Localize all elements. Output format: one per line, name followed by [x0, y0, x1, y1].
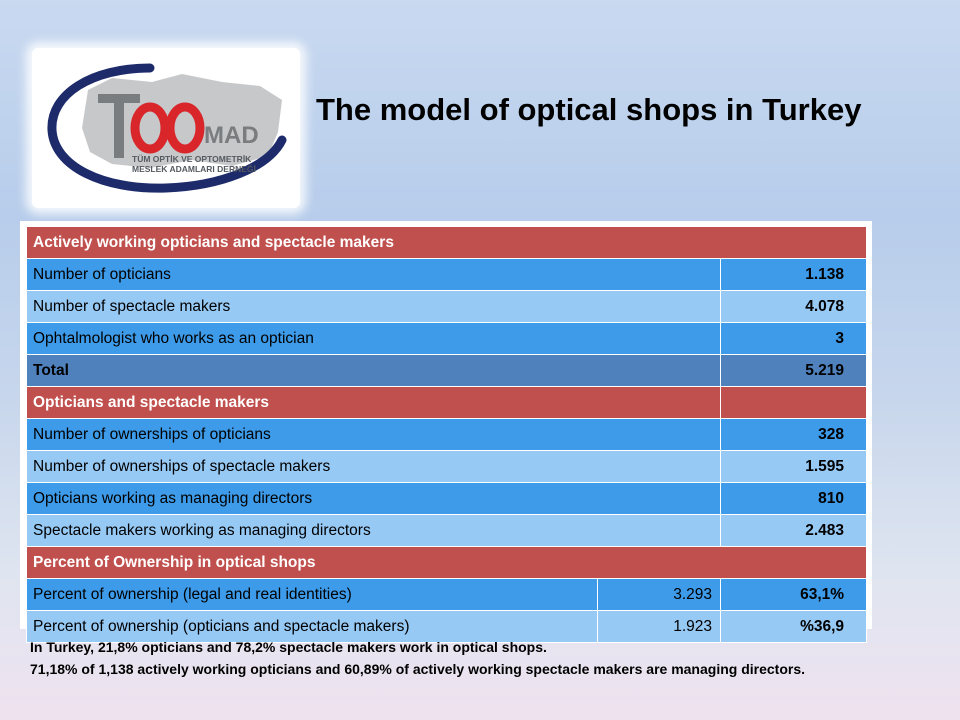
row-label: Number of spectacle makers: [26, 290, 721, 323]
row-label: Number of ownerships of spectacle makers: [26, 450, 721, 483]
row-count: 1.923: [597, 610, 721, 643]
row-label: Percent of ownership (opticians and spec…: [26, 610, 598, 643]
row-value: 2.483: [719, 514, 868, 547]
row-count: 3.293: [597, 578, 721, 611]
row-value: 810: [719, 482, 868, 515]
table-row: Number of ownerships of spectacle makers…: [26, 450, 868, 483]
row-label: Percent of ownership (legal and real ide…: [26, 578, 598, 611]
section-header-label: Opticians and spectacle makers: [26, 386, 721, 419]
logo-graphic: MAD TÜM OPTİK VE OPTOMETRİK MESLEK ADAML…: [47, 63, 287, 193]
toomad-logo: MAD TÜM OPTİK VE OPTOMETRİK MESLEK ADAML…: [32, 48, 300, 208]
page-title: The model of optical shops in Turkey: [316, 92, 862, 127]
row-label: Number of opticians: [26, 258, 721, 291]
row-label: Spectacle makers working as managing dir…: [26, 514, 721, 547]
section-header-label: Percent of Ownership in optical shops: [25, 546, 868, 579]
row-value: 63,1%: [719, 578, 868, 611]
row-value: 3: [719, 322, 868, 355]
logo-o-second: [165, 102, 205, 154]
row-value: 328: [719, 418, 868, 451]
optical-shops-table: Actively working opticians and spectacle…: [25, 226, 868, 643]
footnote-line2: 71,18% of 1,138 actively working opticia…: [30, 661, 805, 677]
stats-table-container: Actively working opticians and spectacle…: [20, 221, 872, 643]
section-header-opticians-spectacle-makers: Opticians and spectacle makers: [26, 386, 868, 419]
section-header-active-workers: Actively working opticians and spectacle…: [25, 226, 868, 259]
logo-t-top: [98, 94, 140, 103]
total-row: Total 5.219: [26, 354, 868, 387]
logo-mad-text: MAD: [204, 122, 259, 149]
footnote-line1: In Turkey, 21,8% opticians and 78,2% spe…: [30, 639, 547, 655]
footnote: In Turkey, 21,8% opticians and 78,2% spe…: [30, 636, 930, 680]
table-row: Percent of ownership (legal and real ide…: [26, 578, 868, 611]
row-value: 4.078: [719, 290, 868, 323]
row-value: 1.595: [719, 450, 868, 483]
section-header-empty-cell: [719, 386, 868, 419]
row-label: Number of ownerships of opticians: [26, 418, 721, 451]
table-row: Number of ownerships of opticians 328: [26, 418, 868, 451]
table-row: Number of spectacle makers 4.078: [26, 290, 868, 323]
table-row: Number of opticians 1.138: [26, 258, 868, 291]
logo-subtitle-line1: TÜM OPTİK VE OPTOMETRİK: [132, 154, 252, 164]
row-value: %36,9: [719, 610, 868, 643]
table-row: Percent of ownership (opticians and spec…: [26, 610, 868, 643]
total-value: 5.219: [719, 354, 868, 387]
total-label: Total: [26, 354, 721, 387]
table-row: Spectacle makers working as managing dir…: [26, 514, 868, 547]
row-value: 1.138: [719, 258, 868, 291]
row-label: Opticians working as managing directors: [26, 482, 721, 515]
table-row: Opticians working as managing directors …: [26, 482, 868, 515]
logo-swoosh: [47, 63, 287, 193]
table-row: Ophtalmologist who works as an optician …: [26, 322, 868, 355]
section-header-ownership-percent: Percent of Ownership in optical shops: [25, 546, 868, 579]
logo-subtitle-line2: MESLEK ADAMLARI DERNEĞİ: [132, 163, 256, 174]
section-header-label: Actively working opticians and spectacle…: [25, 226, 868, 259]
logo-t-bar: [114, 94, 124, 158]
row-label: Ophtalmologist who works as an optician: [26, 322, 721, 355]
logo-o-first: [130, 102, 170, 154]
